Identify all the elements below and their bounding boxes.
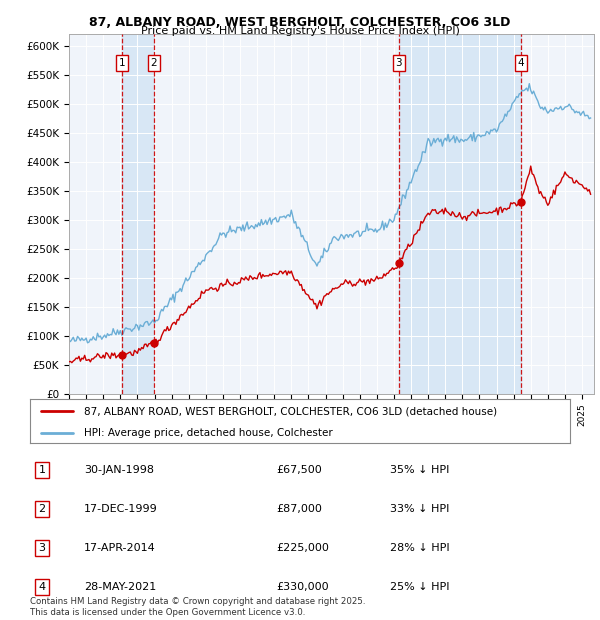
Text: 3: 3 xyxy=(395,58,402,68)
Text: 4: 4 xyxy=(38,582,46,592)
Text: 2: 2 xyxy=(151,58,157,68)
Text: £67,500: £67,500 xyxy=(276,464,322,475)
Text: Price paid vs. HM Land Registry's House Price Index (HPI): Price paid vs. HM Land Registry's House … xyxy=(140,26,460,36)
Text: 87, ALBANY ROAD, WEST BERGHOLT, COLCHESTER, CO6 3LD (detached house): 87, ALBANY ROAD, WEST BERGHOLT, COLCHEST… xyxy=(84,406,497,416)
Text: £225,000: £225,000 xyxy=(276,542,329,553)
Text: 35% ↓ HPI: 35% ↓ HPI xyxy=(390,464,449,475)
Text: 28-MAY-2021: 28-MAY-2021 xyxy=(84,582,156,592)
Text: 30-JAN-1998: 30-JAN-1998 xyxy=(84,464,154,475)
Text: 1: 1 xyxy=(38,464,46,475)
Text: £330,000: £330,000 xyxy=(276,582,329,592)
Text: 17-DEC-1999: 17-DEC-1999 xyxy=(84,503,158,514)
Text: 25% ↓ HPI: 25% ↓ HPI xyxy=(390,582,449,592)
Text: 2: 2 xyxy=(38,503,46,514)
Text: 87, ALBANY ROAD, WEST BERGHOLT, COLCHESTER, CO6 3LD: 87, ALBANY ROAD, WEST BERGHOLT, COLCHEST… xyxy=(89,16,511,29)
Text: 3: 3 xyxy=(38,542,46,553)
Text: 28% ↓ HPI: 28% ↓ HPI xyxy=(390,542,449,553)
Text: Contains HM Land Registry data © Crown copyright and database right 2025.
This d: Contains HM Land Registry data © Crown c… xyxy=(30,598,365,617)
Text: 1: 1 xyxy=(118,58,125,68)
Text: 17-APR-2014: 17-APR-2014 xyxy=(84,542,156,553)
Text: 4: 4 xyxy=(517,58,524,68)
Bar xyxy=(399,34,521,394)
Text: HPI: Average price, detached house, Colchester: HPI: Average price, detached house, Colc… xyxy=(84,428,333,438)
Text: 33% ↓ HPI: 33% ↓ HPI xyxy=(390,503,449,514)
Bar xyxy=(122,34,154,394)
Text: £87,000: £87,000 xyxy=(276,503,322,514)
